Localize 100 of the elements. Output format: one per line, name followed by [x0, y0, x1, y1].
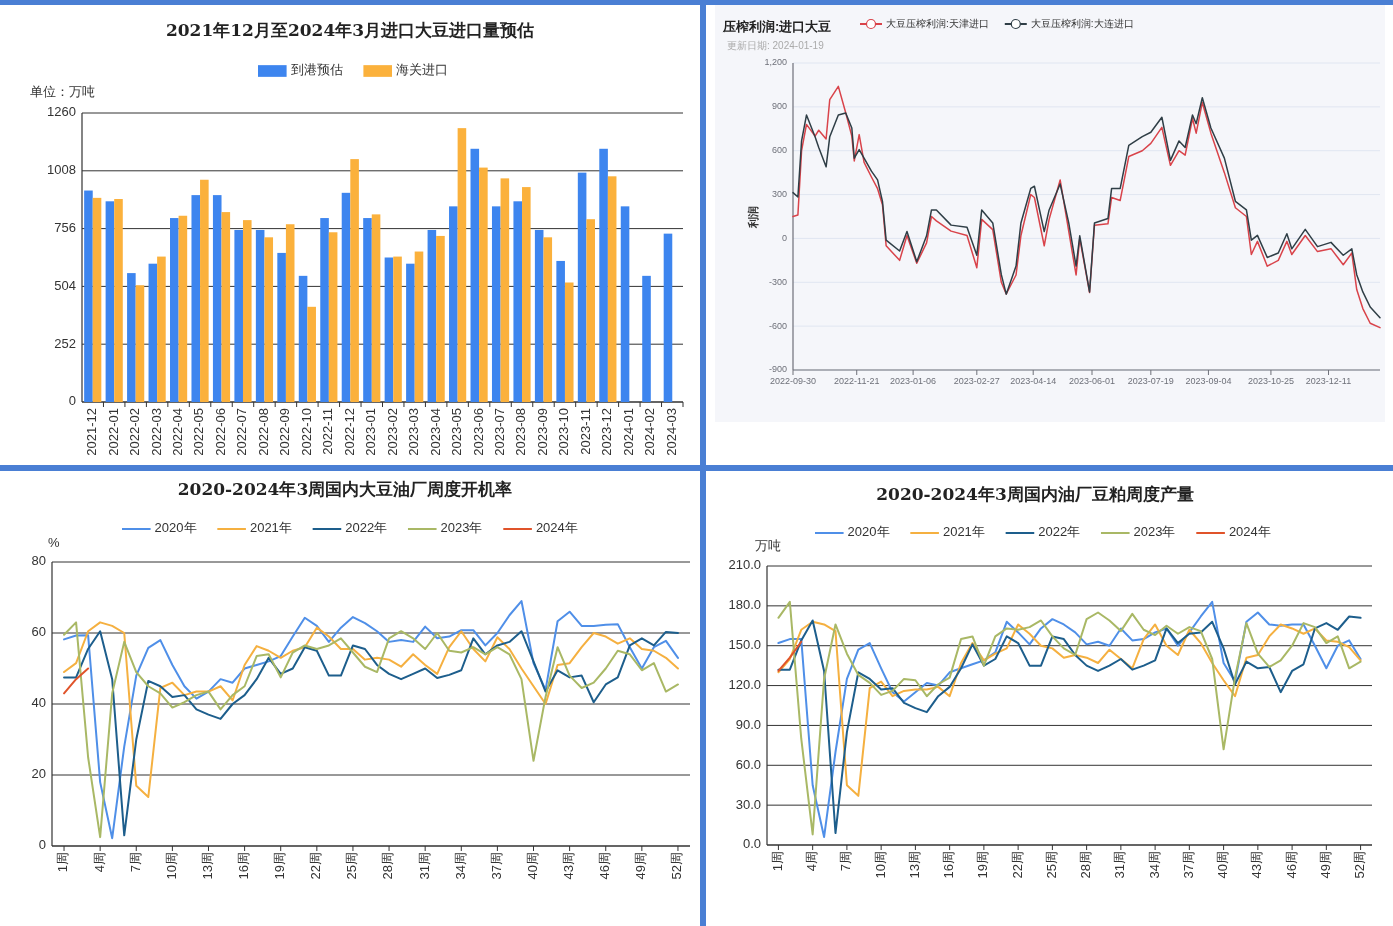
y-tick-label: 600: [771, 145, 787, 156]
line-series: [63, 621, 679, 799]
bar: [393, 256, 402, 402]
x-tick-label: 43周: [1249, 851, 1265, 879]
y-axis-title: 利润: [747, 206, 759, 229]
bar: [92, 197, 102, 402]
x-tick-label: 46周: [1283, 851, 1299, 879]
legend-label: 大豆压榨利润:大连进口: [1030, 17, 1134, 29]
bar: [178, 215, 188, 402]
y-tick-label: 120.0: [728, 677, 761, 693]
x-tick-label: 31周: [416, 852, 432, 880]
y-axis-title: 单位：万吨: [30, 84, 95, 99]
x-tick-label: 2024-01: [620, 408, 636, 456]
bar: [620, 206, 630, 402]
x-tick-label: 40周: [1215, 851, 1231, 879]
x-tick-label: 16周: [236, 852, 252, 880]
x-tick-label: 22周: [1009, 851, 1025, 879]
y-tick-label: 210.0: [728, 557, 761, 573]
bar: [457, 128, 467, 402]
bar: [384, 257, 394, 402]
bar: [642, 275, 651, 402]
bar: [607, 176, 617, 402]
y-tick-label: 180.0: [728, 597, 761, 613]
x-tick-label: 28周: [1078, 851, 1094, 879]
y-axis-title: %: [48, 535, 60, 550]
x-tick-label: 52周: [669, 852, 685, 880]
x-tick-label: 4周: [804, 851, 820, 872]
x-tick-label: 2023-06-01: [1068, 376, 1116, 386]
x-tick-label: 1周: [55, 852, 71, 873]
legend-label: 2020年: [847, 524, 890, 540]
y-tick-label: 30.0: [735, 796, 761, 812]
bar: [586, 219, 595, 402]
y-tick-label: 1260: [47, 104, 76, 120]
bar: [449, 206, 458, 402]
x-tick-label: 2023-05: [449, 408, 465, 456]
x-tick-label: 2022-09-30: [769, 376, 817, 386]
x-tick-label: 10周: [163, 852, 179, 880]
bar: [427, 229, 437, 402]
y-tick-label: 1008: [47, 162, 76, 178]
bar: [328, 232, 338, 402]
chart-title: 压榨利润:进口大豆: [722, 19, 832, 34]
bar: [363, 218, 372, 402]
legend-label: 2022年: [1038, 524, 1081, 540]
bar: [663, 233, 673, 402]
x-tick-label: 2022-11: [320, 408, 336, 455]
y-tick-label: 504: [54, 277, 76, 293]
bar: [200, 179, 209, 402]
x-tick-label: 2022-10: [298, 408, 314, 456]
bar: [513, 201, 523, 402]
x-tick-label: 2023-02-27: [953, 376, 1000, 386]
x-tick-label: 49周: [633, 852, 649, 880]
x-tick-label: 2022-12: [341, 408, 357, 456]
bar: [255, 229, 265, 402]
x-tick-label: 2023-11: [577, 408, 593, 455]
legend-label: 2021年: [942, 524, 985, 540]
x-tick-label: 37周: [1180, 851, 1196, 879]
bar: [307, 306, 316, 402]
legend-label: 海关进口: [396, 62, 448, 78]
x-tick-label: 25周: [344, 852, 360, 880]
x-tick-label: 2022-11-21: [834, 376, 880, 386]
y-axis-title: 万吨: [755, 538, 781, 553]
x-tick-label: 2021-12: [84, 408, 100, 456]
x-tick-label: 2024-02: [642, 408, 658, 456]
bar: [414, 251, 424, 402]
line-series: [777, 620, 1362, 797]
x-tick-label: 2023-04: [427, 408, 443, 456]
bar: [341, 192, 351, 402]
bar: [234, 229, 243, 402]
bar: [191, 195, 201, 402]
y-tick-label: 0: [38, 837, 46, 853]
x-tick-label: 43周: [561, 852, 577, 880]
y-tick-label: 90.0: [735, 716, 761, 732]
chart-title: 2020-2024年3周国内油厂豆粕周度产量: [876, 484, 1194, 504]
bar: [212, 195, 222, 402]
x-tick-label: 16周: [941, 851, 957, 879]
chart-title: 2020-2024年3周国内大豆油厂周度开机率: [177, 479, 513, 499]
x-tick-label: 52周: [1352, 851, 1368, 879]
bar: [599, 148, 608, 402]
x-tick-label: 2023-04-14: [1010, 376, 1057, 386]
x-tick-label: 2022-07: [234, 408, 250, 456]
y-tick-label: 0: [68, 393, 76, 409]
legend-label: 2022年: [345, 520, 388, 536]
chart-subtitle: 更新日期: 2024-01-19: [727, 40, 825, 51]
x-tick-label: 2022-09: [277, 408, 293, 456]
x-tick-label: 10周: [872, 851, 888, 879]
y-tick-label: 40: [31, 695, 46, 711]
x-tick-label: 2023-09: [534, 408, 550, 456]
bar: [500, 178, 510, 402]
y-tick-label: 756: [54, 220, 76, 236]
y-tick-label: -900: [768, 364, 787, 375]
legend-label: 2020年: [154, 520, 197, 536]
bar: [436, 235, 445, 402]
bar: [491, 206, 501, 402]
x-tick-label: 31周: [1112, 851, 1128, 879]
x-tick-label: 34周: [452, 852, 468, 880]
y-tick-label: 150.0: [728, 637, 761, 653]
x-tick-label: 2023-07-19: [1127, 376, 1174, 386]
x-tick-label: 2022-02: [127, 408, 143, 456]
bar: [157, 256, 166, 402]
x-tick-label: 2023-08: [513, 408, 529, 456]
